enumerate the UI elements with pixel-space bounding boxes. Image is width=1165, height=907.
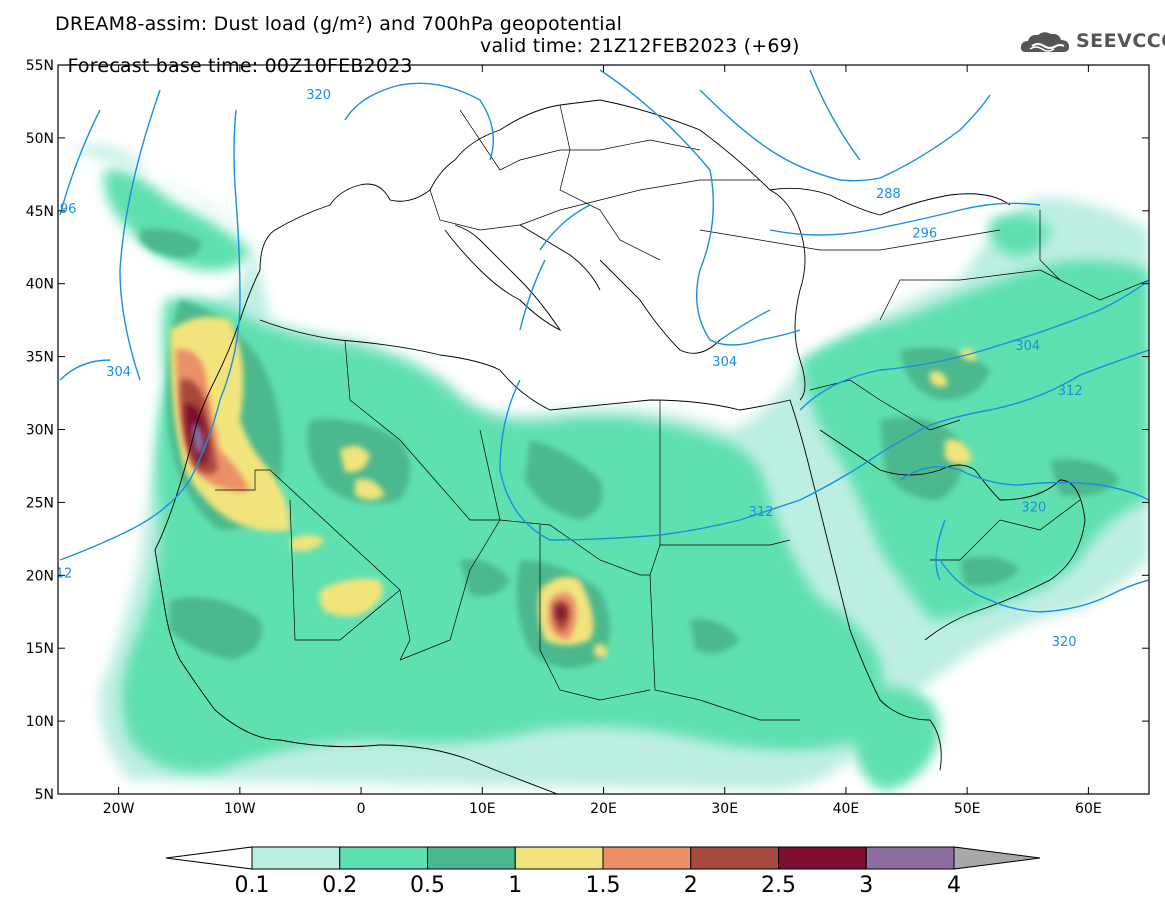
lon-label: 20W [103, 801, 135, 817]
contour-label: 320 [306, 88, 331, 103]
colorbar-tick-label: 2.5 [761, 873, 796, 898]
base-time: Forecast base time: 00Z10FEB2023 [67, 55, 413, 77]
colorbar-over-triangle [953, 846, 1041, 870]
contour-label: 296 [912, 227, 937, 242]
colorbar-under-triangle [165, 846, 253, 870]
contour-label: 304 [106, 365, 131, 380]
country-borders [215, 104, 1149, 721]
map-field: 320 288 296 296 304 304 304 312 312 12 320 320 [52, 69, 1149, 794]
colorbar-segment [602, 846, 692, 870]
colorbar-tick-label: 0.5 [410, 873, 445, 898]
valid-time: valid time: 21Z12FEB2023 (+69) [480, 35, 800, 57]
contour-label: 12 [56, 566, 73, 581]
lat-label: 25N [26, 495, 54, 511]
colorbar-segment [865, 846, 955, 870]
contour-label: 304 [712, 355, 737, 370]
colorbar-tick-label: 4 [947, 873, 961, 898]
lat-label: 35N [26, 350, 54, 366]
lat-label: 20N [26, 568, 54, 584]
lon-label: 0 [357, 801, 366, 817]
lat-label: 5N [35, 787, 54, 803]
contour-label: 312 [749, 505, 774, 520]
colorbar-segment [690, 846, 779, 870]
cloud-icon [1020, 32, 1069, 52]
contour-label: 304 [1015, 339, 1040, 354]
latitude-axis: 55N 50N 45N 40N 35N 30N 25N 20N 15N 10N 5N [26, 58, 1149, 803]
lat-label: 30N [26, 423, 54, 439]
colorbar-segment [339, 846, 428, 870]
lon-label: 40E [833, 801, 860, 817]
colorbar-tick-label: 2 [684, 873, 698, 898]
colorbar-segment [778, 846, 867, 870]
colorbar-tick-label: 0.1 [235, 873, 270, 898]
lat-label: 45N [26, 204, 54, 220]
contour-labels: 320 288 296 296 304 304 304 312 312 12 320 320 [52, 88, 1083, 650]
seevccc-logo: SEEVCCC [1018, 28, 1165, 58]
map-title: DREAM8-assim: Dust load (g/m²) and 700hP… [55, 13, 623, 35]
lat-label: 40N [26, 277, 54, 293]
colorbar-tick-label: 1.5 [586, 873, 621, 898]
contour-label: 320 [1052, 635, 1077, 650]
lat-label: 55N [26, 58, 54, 74]
colorbar-tick-label: 0.2 [322, 873, 357, 898]
lat-label: 15N [26, 641, 54, 657]
longitude-axis: 20W 10W 0 10E 20E 30E 40E 50E 60E [103, 65, 1102, 817]
lat-label: 10N [26, 714, 54, 730]
colorbar-segment [427, 846, 516, 870]
contour-label: 296 [52, 202, 77, 217]
lon-label: 10E [469, 801, 496, 817]
dust-field [70, 145, 1149, 790]
lon-label: 60E [1075, 801, 1102, 817]
lon-label: 30E [711, 801, 738, 817]
contour-label: 288 [876, 187, 901, 202]
lon-label: 10W [224, 801, 256, 817]
lat-label: 50N [26, 131, 54, 147]
geopotential-contours [59, 69, 1149, 613]
lon-label: 20E [590, 801, 617, 817]
colorbar: 0.1 0.2 0.5 1 1.5 2 2.5 3 4 [165, 846, 1041, 898]
contour-label: 312 [1058, 384, 1083, 399]
colorbar-segment [251, 846, 341, 870]
contour-label: 320 [1021, 501, 1046, 516]
dust-level-0.2 [104, 169, 1149, 790]
forecast-time-line: Forecast base time: 00Z10FEB2023 valid t… [55, 36, 799, 96]
colorbar-tick-label: 3 [859, 873, 873, 898]
colorbar-tick-label: 1 [508, 873, 522, 898]
colorbar-segment [514, 846, 604, 870]
lon-label: 50E [954, 801, 981, 817]
logo-text: SEEVCCC [1076, 30, 1165, 52]
